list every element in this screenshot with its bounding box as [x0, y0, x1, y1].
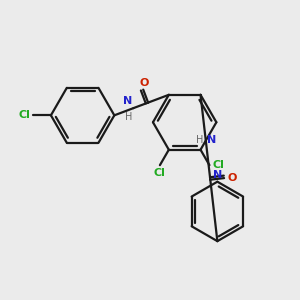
Text: N: N [123, 96, 132, 106]
Text: Cl: Cl [212, 160, 224, 170]
Text: N: N [207, 135, 216, 145]
Text: O: O [140, 78, 149, 88]
Text: Cl: Cl [18, 110, 30, 120]
Text: N: N [213, 170, 222, 180]
Text: H: H [125, 112, 132, 122]
Text: O: O [227, 173, 236, 183]
Text: Cl: Cl [154, 168, 166, 178]
Text: H: H [196, 135, 203, 145]
